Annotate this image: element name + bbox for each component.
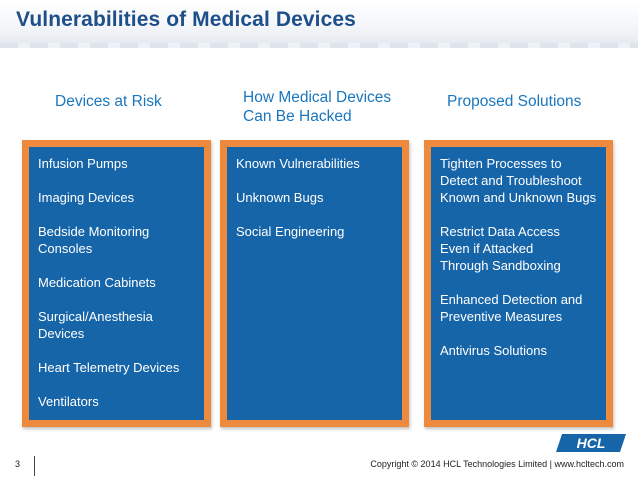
list-item: Enhanced Detection and Preventive Measur… xyxy=(440,292,583,324)
how-hacked-list: Known Vulnerabilities Unknown Bugs Socia… xyxy=(227,147,402,240)
hcl-logo: HCL xyxy=(556,434,626,452)
list-item: Tighten Processes to Detect and Troubles… xyxy=(440,156,597,205)
proposed-solutions-list: Tighten Processes to Detect and Troubles… xyxy=(431,147,606,359)
list-item: Social Engineering xyxy=(236,224,345,239)
page-number: 3 xyxy=(15,459,21,469)
list-item: Heart Telemetry Devices xyxy=(38,360,180,375)
list-item: Medication Cabinets xyxy=(38,275,156,290)
title-bar xyxy=(0,0,638,48)
devices-at-risk-list: Infusion Pumps Imaging Devices Bedside M… xyxy=(29,147,204,410)
list-item: Known Vulnerabilities xyxy=(236,156,360,171)
list-item: Unknown Bugs xyxy=(236,190,324,205)
column-heading-proposed-solutions: Proposed Solutions xyxy=(447,93,582,110)
slide-title: Vulnerabilities of Medical Devices xyxy=(16,8,356,31)
copyright-text: Copyright © 2014 HCL Technologies Limite… xyxy=(370,459,624,469)
column-heading-how-hacked: How Medical Devices Can Be Hacked xyxy=(243,89,392,125)
list-item: Ventilators xyxy=(38,394,99,409)
how-hacked-box: Known Vulnerabilities Unknown Bugs Socia… xyxy=(220,140,409,427)
list-item: Infusion Pumps xyxy=(38,156,128,171)
footer-divider xyxy=(34,456,35,476)
list-item: Restrict Data Access Even if Attacked Th… xyxy=(440,224,561,273)
list-item: Bedside Monitoring Consoles xyxy=(38,224,150,256)
column-heading-devices-at-risk: Devices at Risk xyxy=(55,93,162,110)
list-item: Antivirus Solutions xyxy=(440,343,547,358)
proposed-solutions-box: Tighten Processes to Detect and Troubles… xyxy=(424,140,613,427)
list-item: Surgical/Anesthesia Devices xyxy=(38,309,153,341)
logo-text: HCL xyxy=(577,435,606,451)
list-item: Imaging Devices xyxy=(38,190,135,205)
devices-at-risk-box: Infusion Pumps Imaging Devices Bedside M… xyxy=(22,140,211,427)
